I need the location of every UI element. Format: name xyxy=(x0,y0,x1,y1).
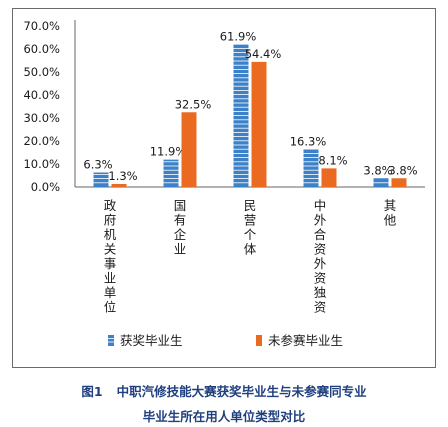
y-tick-label: 10.0% xyxy=(23,157,60,171)
legend-swatch-awarded xyxy=(108,335,114,346)
x-tick-label-char: 政 xyxy=(104,198,117,213)
x-tick-label-char: 营 xyxy=(244,213,257,228)
y-tick-label: 20.0% xyxy=(23,134,60,148)
figure-caption-line-1: 图1 中职汽修技能大赛获奖毕业生与未参赛同专业 xyxy=(0,381,448,400)
x-tick-label-char: 资 xyxy=(314,271,327,286)
bar-non-participating-graduates xyxy=(321,168,337,187)
data-label: 32.5% xyxy=(175,97,212,111)
x-tick-label-char: 单 xyxy=(104,285,117,300)
data-label: 3.8% xyxy=(363,163,392,177)
figure-caption-line-2: 毕业生所在用人单位类型对比 xyxy=(0,406,448,425)
x-tick-label-char: 业 xyxy=(174,242,187,257)
data-label: 16.3% xyxy=(290,135,327,149)
y-tick-label: 30.0% xyxy=(23,111,60,125)
x-tick-label-char: 外 xyxy=(314,213,327,228)
x-tick-label-char: 民 xyxy=(244,198,257,213)
x-tick-label-char: 位 xyxy=(104,300,117,315)
bar-non-participating-graduates xyxy=(251,61,267,187)
bar-non-participating-graduates xyxy=(391,178,407,187)
x-tick-label-char: 国 xyxy=(174,198,187,213)
legend-swatch-non-participating xyxy=(256,335,262,346)
data-label: 11.9% xyxy=(150,145,187,159)
bar-non-participating-graduates xyxy=(111,184,127,187)
data-label: 54.4% xyxy=(245,47,282,61)
data-label: 8.1% xyxy=(318,153,347,167)
x-tick-label-char: 资 xyxy=(314,300,327,315)
y-tick-label: 0.0% xyxy=(31,180,60,194)
bar-awarded-graduates xyxy=(93,172,109,187)
x-tick-label-char: 关 xyxy=(104,242,117,257)
x-tick-label-char: 府 xyxy=(104,213,117,228)
x-tick-label-char: 事 xyxy=(104,256,117,271)
x-tick-label-char: 资 xyxy=(314,242,327,257)
x-tick-label-char: 中 xyxy=(314,198,327,213)
x-tick-label-char: 个 xyxy=(244,227,257,242)
legend-label-non-participating: 未参赛毕业生 xyxy=(268,333,343,348)
x-tick-label-char: 其 xyxy=(384,198,397,213)
x-tick-label-char: 他 xyxy=(384,213,397,228)
y-tick-label: 40.0% xyxy=(23,88,60,102)
y-tick-label: 60.0% xyxy=(23,42,60,56)
chart-frame xyxy=(12,8,436,368)
bar-chart: 0.0% 10.0% 20.0% 30.0% 40.0% 50.0% 60.0% 70.0% 6… xyxy=(23,19,425,348)
caption-title-line-1: 中职汽修技能大赛获奖毕业生与未参赛同专业 xyxy=(116,384,367,399)
data-label: 3.8% xyxy=(388,163,417,177)
data-label: 6.3% xyxy=(83,158,112,172)
x-tick-label-char: 外 xyxy=(314,256,327,271)
bar-awarded-graduates xyxy=(233,44,249,187)
bar-awarded-graduates xyxy=(303,149,319,187)
bar-awarded-graduates xyxy=(163,159,179,187)
x-tick-label-char: 业 xyxy=(104,271,117,286)
x-tick-label-char: 独 xyxy=(314,285,327,300)
legend-label-awarded: 获奖毕业生 xyxy=(120,333,183,348)
x-tick-label-char: 企 xyxy=(174,227,187,242)
bar-awarded-graduates xyxy=(373,178,389,187)
x-tick-label-char: 机 xyxy=(104,227,117,242)
x-tick-label-char: 合 xyxy=(314,227,327,242)
x-tick-label-char: 有 xyxy=(174,213,187,228)
y-tick-label: 50.0% xyxy=(23,65,60,79)
data-label: 1.3% xyxy=(108,169,137,183)
caption-title-line-2: 毕业生所在用人单位类型对比 xyxy=(142,409,306,424)
x-tick-label-char: 体 xyxy=(244,242,257,257)
y-tick-label: 70.0% xyxy=(23,19,60,33)
data-label: 61.9% xyxy=(220,30,257,44)
figure-number: 图1 xyxy=(81,384,103,399)
bar-non-participating-graduates xyxy=(181,112,197,187)
